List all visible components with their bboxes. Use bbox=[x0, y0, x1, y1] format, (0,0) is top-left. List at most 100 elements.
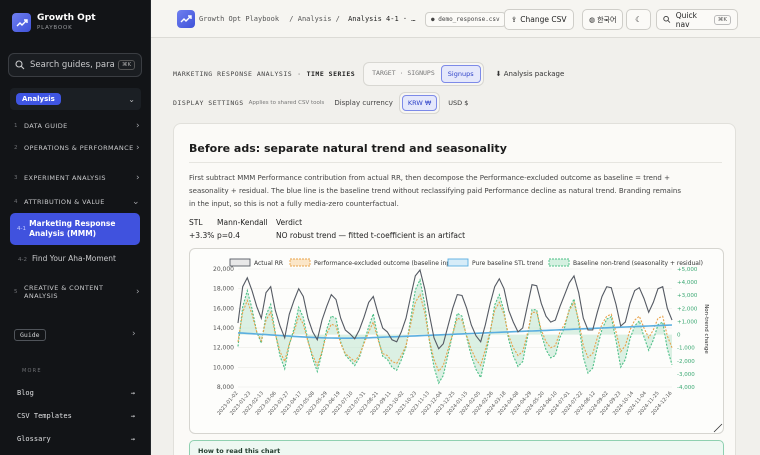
search-icon bbox=[15, 60, 25, 70]
breadcrumb-analysis[interactable]: / Analysis / bbox=[289, 15, 340, 23]
breadcrumb-current: Analysis 4-1 · … bbox=[348, 15, 416, 23]
theme-toggle-button[interactable]: ☾ bbox=[626, 9, 651, 30]
y-left-tick: 12,000 bbox=[213, 345, 234, 352]
brand-name: Growth Opt bbox=[37, 13, 96, 23]
trend-up-icon[interactable] bbox=[177, 10, 195, 28]
how-to-read-panel[interactable]: How to read this chart bbox=[189, 440, 724, 455]
change-csv-button[interactable]: ⇪ Change CSV bbox=[504, 9, 574, 30]
legend-swatch bbox=[229, 258, 251, 267]
chevron-right-icon: › bbox=[136, 143, 140, 153]
stat-header-stl: STL bbox=[189, 218, 203, 227]
stat-value-mk: p=0.4 bbox=[217, 231, 240, 240]
target-selector: TARGET · SIGNUPS Signups bbox=[363, 62, 484, 86]
actual-line bbox=[237, 268, 673, 350]
download-icon: ⬇ bbox=[495, 70, 502, 78]
main-content: MARKETING RESPONSE ANALYSIS · TIME SERIE… bbox=[151, 38, 760, 455]
y-left-tick: 14,000 bbox=[213, 325, 234, 332]
chart-svg: 20,000 18,000 16,000 14,000 12,000 10,000 8,00… bbox=[213, 258, 723, 433]
guide-button[interactable]: Guide bbox=[14, 329, 46, 341]
chevron-down-icon: ⌄ bbox=[132, 197, 140, 207]
legend-swatch bbox=[289, 258, 311, 267]
chevron-right-icon: › bbox=[136, 121, 140, 131]
upload-icon: ⇪ bbox=[511, 15, 518, 24]
currency-label: Display currency bbox=[334, 99, 393, 107]
moon-icon: ☾ bbox=[635, 15, 642, 24]
y-left-tick: 8,000 bbox=[217, 384, 234, 391]
topbar: Growth Opt Playbook / Analysis / Analysi… bbox=[151, 0, 760, 38]
stat-value-verdict: NO robust trend — fitted t-coefficient i… bbox=[276, 231, 466, 240]
section-selector[interactable]: Analysis ⌄ bbox=[10, 88, 141, 110]
legend-label: Actual RR bbox=[254, 260, 283, 267]
glossary-link[interactable]: Glossary → bbox=[17, 435, 135, 443]
display-settings-label: DISPLAY SETTINGS bbox=[173, 99, 244, 107]
sidebar-item-data-guide[interactable]: 1 DATA GUIDE › bbox=[14, 121, 140, 131]
legend-swatch bbox=[548, 258, 570, 267]
file-chip: ● demo_response.csv bbox=[425, 12, 506, 27]
target-label: TARGET · SIGNUPS bbox=[372, 69, 435, 77]
legend-label: Pure baseline STL trend bbox=[472, 260, 543, 267]
resize-handle-icon bbox=[713, 423, 723, 433]
search-shortcut: ⌘K bbox=[118, 60, 136, 70]
y-right-tick: -4,000 bbox=[677, 385, 695, 391]
target-option-signups[interactable]: Signups bbox=[440, 65, 481, 83]
y-right-label: Non-trend change bbox=[703, 304, 709, 354]
trend-up-icon bbox=[12, 13, 31, 32]
stat-header-mk: Mann-Kendall bbox=[217, 218, 268, 227]
sidebar-item-creative[interactable]: 5 CREATIVE & CONTENT ANALYSIS › bbox=[14, 284, 140, 300]
y-right-tick: +1,000 bbox=[677, 319, 698, 325]
chevron-right-icon: › bbox=[136, 173, 140, 183]
sidebar: Growth Opt PLAYBOOK Search guides, para.… bbox=[0, 0, 151, 455]
search-placeholder: Search guides, para... bbox=[30, 60, 114, 70]
stat-header-verdict: Verdict bbox=[276, 218, 303, 227]
breadcrumb: Growth Opt Playbook / Analysis / Analysi… bbox=[199, 15, 416, 23]
more-label: MORE bbox=[22, 368, 42, 374]
divider bbox=[189, 162, 722, 163]
chevron-right-icon: › bbox=[132, 329, 136, 339]
y-right-tick: +5,000 bbox=[677, 267, 698, 273]
y-right-tick: -2,000 bbox=[677, 359, 695, 365]
trend-line bbox=[237, 324, 673, 339]
quick-nav-button[interactable]: Quick nav ⌘K bbox=[656, 9, 738, 30]
mode-label: TIME SERIES bbox=[306, 70, 356, 78]
nontrend-line bbox=[237, 278, 673, 385]
section-label: Analysis bbox=[16, 93, 61, 105]
brand-subtitle: PLAYBOOK bbox=[37, 25, 73, 31]
sidebar-item-mmm[interactable]: 4-1 Marketing Response Analysis (MMM) bbox=[10, 213, 140, 245]
legend-label: Baseline non-trend (seasonality + residu… bbox=[573, 260, 703, 267]
sidebar-item-attribution[interactable]: 4 ATTRIBUTION & VALUE ⌄ bbox=[14, 197, 140, 207]
currency-usd[interactable]: USD $ bbox=[448, 99, 469, 107]
breadcrumb-home[interactable]: Growth Opt Playbook bbox=[199, 15, 280, 23]
arrow-right-icon: → bbox=[130, 389, 135, 397]
chevron-right-icon: › bbox=[136, 287, 140, 297]
language-button[interactable]: ◍ 한국어 bbox=[582, 9, 624, 30]
sidebar-item-experiment[interactable]: 3 EXPERIMENT ANALYSIS › bbox=[14, 173, 140, 183]
search-input[interactable]: Search guides, para... ⌘K bbox=[8, 53, 142, 77]
y-left-tick: 18,000 bbox=[213, 286, 234, 293]
sidebar-item-operations[interactable]: 2 OPERATIONS & PERFORMANCE › bbox=[14, 143, 140, 153]
excluded-line bbox=[237, 293, 673, 373]
card-title: Before ads: separate natural trend and s… bbox=[189, 142, 507, 155]
y-left-tick: 10,000 bbox=[213, 364, 234, 371]
analysis-controls: MARKETING RESPONSE ANALYSIS · TIME SERIE… bbox=[173, 62, 564, 86]
y-right-tick: -3,000 bbox=[677, 372, 695, 378]
sidebar-item-aha-moment[interactable]: 4-2 Find Your Aha-Moment bbox=[18, 254, 116, 263]
stat-value-stl: +3.3% bbox=[189, 231, 215, 240]
display-settings: DISPLAY SETTINGS Applies to shared CSV t… bbox=[173, 92, 468, 114]
csv-templates-link[interactable]: CSV Templates → bbox=[17, 412, 135, 420]
brand[interactable]: Growth Opt PLAYBOOK bbox=[12, 13, 96, 32]
search-icon bbox=[663, 15, 671, 23]
legend-label: Performance-excluded outcome (baseline i… bbox=[314, 260, 459, 267]
nontrend-area bbox=[238, 279, 672, 384]
y-left-tick: 16,000 bbox=[213, 305, 234, 312]
y-right-tick: -1,000 bbox=[677, 346, 695, 352]
legend-swatch bbox=[447, 258, 469, 267]
arrow-right-icon: → bbox=[130, 412, 135, 420]
display-settings-note: Applies to shared CSV tools bbox=[248, 100, 325, 106]
analysis-card: Before ads: separate natural trend and s… bbox=[173, 123, 736, 455]
section-heading: MARKETING RESPONSE ANALYSIS bbox=[173, 70, 293, 78]
currency-krw[interactable]: KRW ₩ bbox=[401, 95, 438, 111]
blog-link[interactable]: Blog → bbox=[17, 389, 135, 397]
currency-selector: KRW ₩ bbox=[398, 92, 441, 114]
analysis-package-button[interactable]: ⬇ Analysis package bbox=[495, 70, 565, 78]
card-description: First subtract MMM Performance contribut… bbox=[189, 174, 681, 208]
